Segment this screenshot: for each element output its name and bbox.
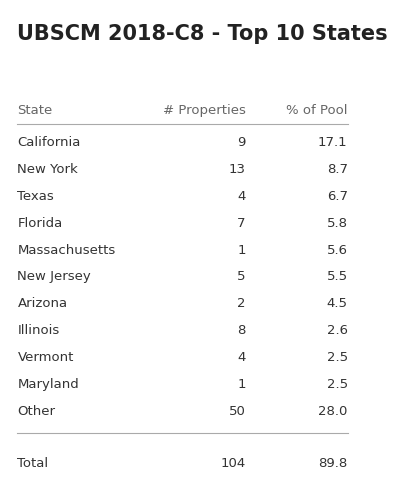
Text: Arizona: Arizona [18,298,68,310]
Text: 5.5: 5.5 [326,270,348,283]
Text: Other: Other [18,405,55,418]
Text: 8: 8 [237,324,246,337]
Text: 4: 4 [237,189,246,203]
Text: 2.5: 2.5 [326,378,348,392]
Text: New York: New York [18,163,78,176]
Text: 5: 5 [237,270,246,283]
Text: 4.5: 4.5 [327,298,348,310]
Text: Texas: Texas [18,189,54,203]
Text: 9: 9 [237,136,246,149]
Text: New Jersey: New Jersey [18,270,91,283]
Text: 1: 1 [237,244,246,257]
Text: Florida: Florida [18,217,63,229]
Text: 2.5: 2.5 [326,351,348,364]
Text: Massachusetts: Massachusetts [18,244,116,257]
Text: 13: 13 [229,163,246,176]
Text: 2.6: 2.6 [327,324,348,337]
Text: 1: 1 [237,378,246,392]
Text: 104: 104 [220,457,246,470]
Text: 5.8: 5.8 [327,217,348,229]
Text: 6.7: 6.7 [327,189,348,203]
Text: Maryland: Maryland [18,378,79,392]
Text: 89.8: 89.8 [318,457,348,470]
Text: Total: Total [18,457,49,470]
Text: 7: 7 [237,217,246,229]
Text: UBSCM 2018-C8 - Top 10 States: UBSCM 2018-C8 - Top 10 States [18,23,388,43]
Text: 28.0: 28.0 [318,405,348,418]
Text: Vermont: Vermont [18,351,74,364]
Text: Illinois: Illinois [18,324,60,337]
Text: State: State [18,104,53,117]
Text: 4: 4 [237,351,246,364]
Text: California: California [18,136,81,149]
Text: 50: 50 [229,405,246,418]
Text: 2: 2 [237,298,246,310]
Text: # Properties: # Properties [163,104,246,117]
Text: 5.6: 5.6 [327,244,348,257]
Text: % of Pool: % of Pool [286,104,348,117]
Text: 17.1: 17.1 [318,136,348,149]
Text: 8.7: 8.7 [327,163,348,176]
